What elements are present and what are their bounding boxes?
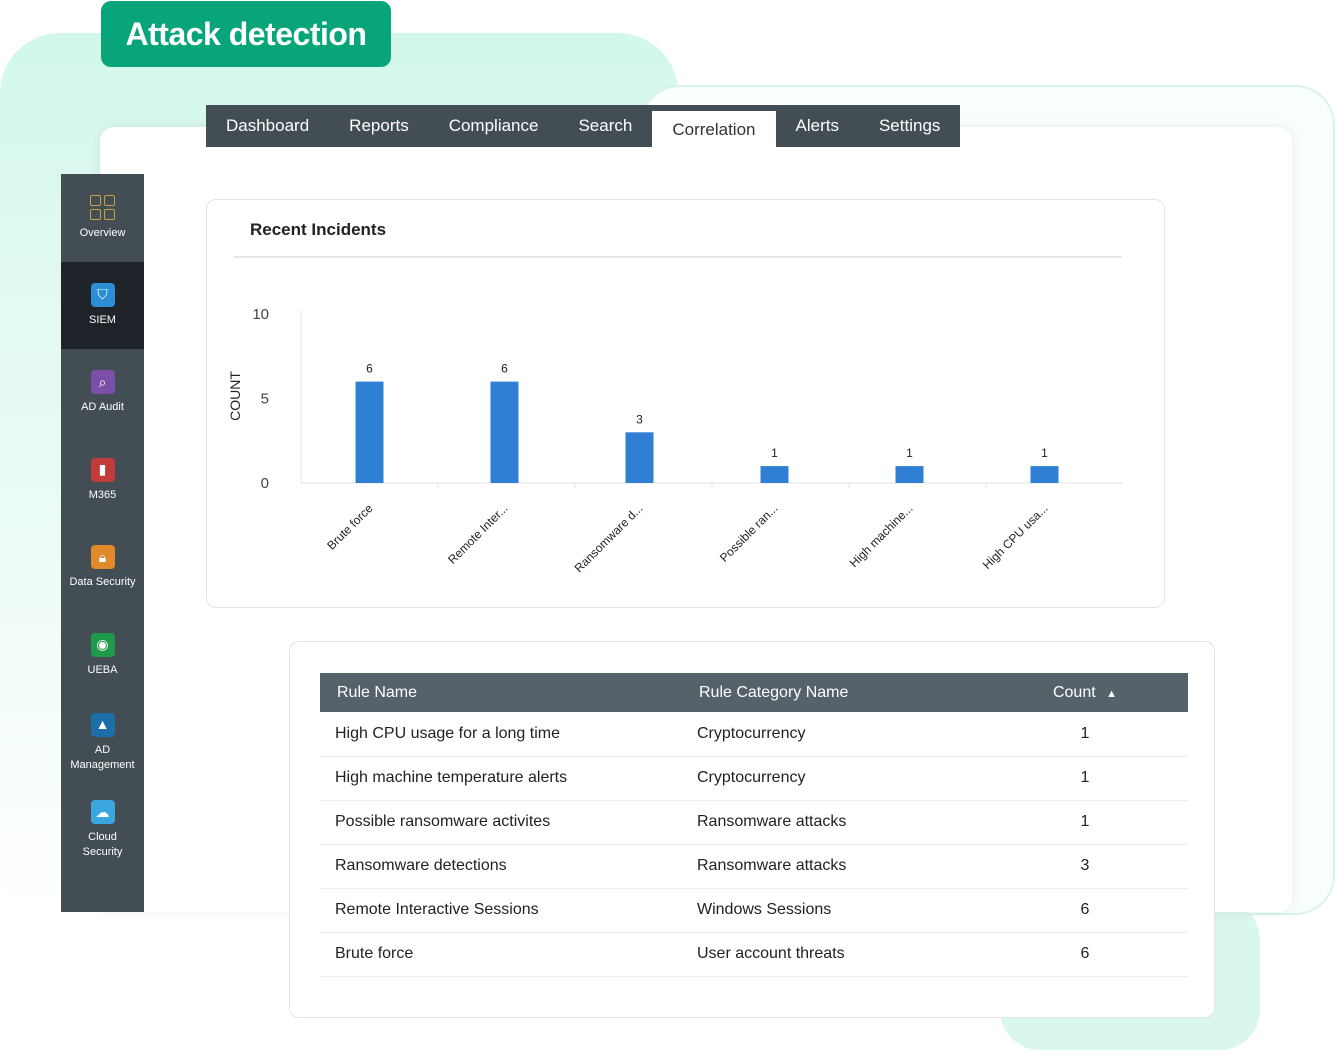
eye-icon: ◉ bbox=[90, 632, 115, 657]
count-cell: 1 bbox=[982, 800, 1188, 845]
x-tick-label: High CPU usa... bbox=[980, 501, 1051, 572]
bar-value-label: 6 bbox=[501, 362, 508, 376]
sidebar-item-label: AD Audit bbox=[81, 401, 124, 414]
table-row[interactable]: High machine temperature alerts Cryptocur… bbox=[320, 756, 1188, 801]
header-rule-name[interactable]: Rule Name bbox=[320, 673, 682, 712]
y-tick-label: 10 bbox=[252, 306, 269, 323]
count-cell: 1 bbox=[982, 756, 1188, 801]
table-row[interactable]: Remote Interactive Sessions Windows Sessi… bbox=[320, 888, 1188, 933]
office-icon: ▮ bbox=[90, 457, 115, 482]
header-count[interactable]: Count ▲ bbox=[982, 673, 1188, 712]
rule-category-cell: Cryptocurrency bbox=[682, 712, 982, 757]
sidebar-item-label: M365 bbox=[88, 488, 117, 501]
bar bbox=[355, 381, 384, 483]
sidebar-item-data-security[interactable]: 🔒︎ Data Security bbox=[61, 524, 144, 612]
bar bbox=[895, 466, 924, 483]
sidebar-item-siem[interactable]: ⛉ SIEM bbox=[61, 261, 144, 349]
tab-compliance[interactable]: Compliance bbox=[448, 116, 539, 135]
bar bbox=[760, 466, 789, 483]
rule-name-cell: Possible ransomware activites bbox=[320, 800, 682, 845]
sidebar-item-ad-management[interactable]: ▲ AD Management bbox=[61, 699, 144, 787]
y-tick-label: 0 bbox=[261, 475, 269, 492]
rule-category-cell: Cryptocurrency bbox=[682, 756, 982, 801]
sidebar-item-ueba[interactable]: ◉ UEBA bbox=[61, 612, 144, 700]
sidebar-item-label: Data Security bbox=[69, 576, 136, 589]
card-title: Recent Incidents bbox=[250, 220, 387, 239]
sort-ascending-icon[interactable]: ▲ bbox=[1106, 687, 1118, 700]
top-nav: Dashboard Reports Compliance Search Correlat… bbox=[206, 105, 961, 149]
bar-chart: 0 5 10 COUNT 6 Brute force 6 Remote Inter... 3 Ra… bbox=[227, 306, 1123, 575]
x-tick-label: Brute force bbox=[324, 501, 376, 553]
rule-name-cell: Brute force bbox=[320, 932, 682, 977]
triangles-icon: ▲ bbox=[90, 712, 115, 737]
bar bbox=[490, 381, 519, 483]
tab-dashboard[interactable]: Dashboard bbox=[226, 116, 310, 135]
rule-category-cell: Windows Sessions bbox=[682, 888, 982, 933]
bar-value-label: 6 bbox=[366, 362, 373, 376]
tab-alerts[interactable]: Alerts bbox=[795, 116, 839, 135]
bar bbox=[1030, 466, 1059, 483]
tab-search[interactable]: Search bbox=[578, 116, 633, 135]
rule-name-cell: Remote Interactive Sessions bbox=[320, 888, 682, 933]
bar bbox=[625, 432, 654, 483]
sidebar-item-m365[interactable]: ▮ M365 bbox=[61, 437, 144, 525]
x-tick-label: Ransomware d... bbox=[572, 501, 646, 575]
grid-icon bbox=[90, 194, 115, 220]
magnifier-icon: ⌕ bbox=[90, 370, 115, 395]
bar-value-label: 1 bbox=[771, 446, 778, 460]
recent-incidents-card: Recent Incidents 0 5 10 COUNT 6 Brute force 6 R… bbox=[206, 199, 1165, 608]
x-tick-label: Possible ran... bbox=[717, 501, 781, 565]
sidebar-item-label: AD Management bbox=[70, 743, 135, 771]
rule-category-cell: Ransomware attacks bbox=[682, 844, 982, 889]
header-rule-category[interactable]: Rule Category Name bbox=[682, 673, 982, 712]
rules-table-card: Rule Name Rule Category Name Count ▲ Hig… bbox=[289, 641, 1215, 1018]
table-row[interactable]: Brute force User account threats 6 bbox=[320, 932, 1188, 977]
table-row[interactable]: Possible ransomware activites Ransomware … bbox=[320, 800, 1188, 845]
rule-name-cell: High CPU usage for a long time bbox=[320, 712, 682, 757]
rule-name-cell: High machine temperature alerts bbox=[320, 756, 682, 801]
count-cell: 1 bbox=[982, 712, 1188, 757]
bar-value-label: 1 bbox=[906, 446, 913, 460]
feature-badge: Attack detection bbox=[101, 1, 391, 67]
bar-value-label: 3 bbox=[636, 412, 643, 426]
shield-icon: ⛉ bbox=[90, 282, 115, 307]
sidebar-item-label: Cloud Security bbox=[82, 831, 123, 859]
sidebar-item-label: Overview bbox=[79, 226, 126, 239]
tab-correlation[interactable]: Correlation bbox=[652, 111, 776, 149]
x-tick-label: High machine... bbox=[847, 501, 916, 570]
bar-value-label: 1 bbox=[1041, 446, 1048, 460]
y-tick-label: 5 bbox=[261, 391, 269, 408]
folder-lock-icon: 🔒︎ bbox=[90, 545, 115, 570]
table-header-row: Rule Name Rule Category Name Count ▲ bbox=[320, 673, 1188, 712]
y-axis-title: COUNT bbox=[227, 371, 243, 421]
table-row[interactable]: High CPU usage for a long time Cryptocurr… bbox=[320, 712, 1188, 757]
sidebar-item-label: UEBA bbox=[87, 663, 118, 676]
count-cell: 6 bbox=[982, 932, 1188, 977]
count-cell: 6 bbox=[982, 888, 1188, 933]
sidebar: Overview ⛉ SIEM ⌕ AD Audit ▮ M365 🔒︎ Data Securi… bbox=[61, 174, 144, 912]
sidebar-item-cloud-security[interactable]: ☁ Cloud Security bbox=[61, 787, 144, 875]
rule-name-cell: Ransomware detections bbox=[320, 844, 682, 889]
sidebar-item-label: SIEM bbox=[89, 313, 116, 326]
tab-settings[interactable]: Settings bbox=[878, 116, 941, 135]
cloud-lock-icon: ☁ bbox=[90, 800, 115, 825]
sidebar-item-ad-audit[interactable]: ⌕ AD Audit bbox=[61, 349, 144, 437]
x-tick-label: Remote Inter... bbox=[445, 501, 511, 567]
rules-table: Rule Name Rule Category Name Count ▲ Hig… bbox=[320, 673, 1188, 977]
divider bbox=[234, 256, 1122, 258]
header-count-label: Count bbox=[1052, 683, 1096, 701]
rule-category-cell: User account threats bbox=[682, 932, 982, 977]
tab-reports[interactable]: Reports bbox=[349, 116, 409, 135]
count-cell: 3 bbox=[982, 844, 1188, 889]
table-row[interactable]: Ransomware detections Ransomware attacks 3 bbox=[320, 844, 1188, 889]
sidebar-item-overview[interactable]: Overview bbox=[61, 174, 144, 262]
rule-category-cell: Ransomware attacks bbox=[682, 800, 982, 845]
